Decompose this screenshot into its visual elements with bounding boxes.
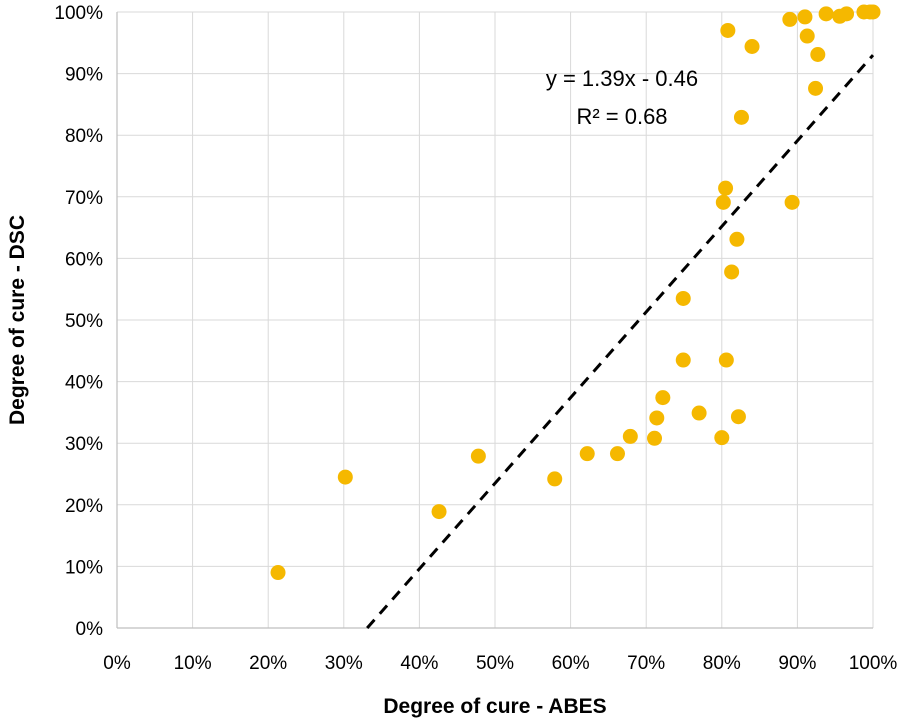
data-point <box>839 6 855 22</box>
data-point <box>720 22 736 38</box>
trendline-equation: y = 1.39x - 0.46 <box>546 66 698 91</box>
data-point <box>470 448 486 464</box>
data-point <box>799 28 815 44</box>
data-point <box>784 194 800 210</box>
data-point <box>718 180 734 196</box>
x-axis-title: Degree of cure - ABES <box>383 695 606 718</box>
x-tick-label: 80% <box>703 653 741 674</box>
y-tick-label: 70% <box>65 188 103 209</box>
trendline-layer <box>366 54 875 629</box>
data-point <box>810 47 826 63</box>
y-tick-label: 40% <box>65 373 103 394</box>
x-tick-label: 0% <box>103 653 131 674</box>
data-point <box>649 410 665 426</box>
y-tick-label: 10% <box>65 557 103 578</box>
data-point <box>675 290 691 306</box>
x-tick-label: 70% <box>627 653 665 674</box>
data-point <box>818 6 834 22</box>
data-point <box>647 430 663 446</box>
data-point <box>744 38 760 54</box>
data-point <box>622 428 638 444</box>
data-point <box>270 565 286 581</box>
y-tick-label: 80% <box>65 126 103 147</box>
y-tick-label: 60% <box>65 249 103 270</box>
grid-lines <box>116 11 874 629</box>
data-point <box>714 430 730 446</box>
data-point <box>609 446 625 462</box>
x-tick-label: 50% <box>476 653 514 674</box>
data-point <box>691 405 707 421</box>
x-tick-label: 10% <box>174 653 212 674</box>
data-point <box>782 11 798 27</box>
data-point <box>797 9 813 25</box>
data-point <box>715 194 731 210</box>
trendline-r-squared: R² = 0.68 <box>576 104 667 129</box>
x-tick-label: 90% <box>778 653 816 674</box>
axes <box>116 12 873 629</box>
data-points <box>270 4 881 581</box>
data-point <box>729 231 745 247</box>
trendline <box>366 54 875 629</box>
data-point <box>675 352 691 368</box>
data-point <box>718 352 734 368</box>
data-point <box>547 471 563 487</box>
y-tick-labels: 0% 10% 20% 30% 40% 50% 60% 70% 80% 90% 100% <box>54 3 103 640</box>
data-point <box>579 446 595 462</box>
y-tick-label: 30% <box>65 434 103 455</box>
data-point <box>730 409 746 425</box>
data-point <box>865 4 881 20</box>
x-tick-labels: 0% 10% 20% 30% 40% 50% 60% 70% 80% 90% 100% <box>103 653 897 674</box>
data-point <box>724 264 740 280</box>
data-point <box>337 469 353 485</box>
y-axis-title: Degree of cure - DSC <box>6 215 29 425</box>
data-point <box>808 80 824 96</box>
x-tick-label: 20% <box>249 653 287 674</box>
data-point <box>431 504 447 520</box>
data-point <box>733 109 749 125</box>
x-tick-label: 40% <box>400 653 438 674</box>
y-tick-label: 0% <box>76 619 104 640</box>
x-tick-label: 60% <box>552 653 590 674</box>
y-tick-label: 90% <box>65 65 103 86</box>
y-tick-label: 100% <box>54 3 103 24</box>
y-tick-label: 50% <box>65 311 103 332</box>
x-tick-label: 30% <box>325 653 363 674</box>
y-tick-label: 20% <box>65 496 103 517</box>
x-tick-label: 100% <box>849 653 898 674</box>
data-point <box>655 390 671 406</box>
